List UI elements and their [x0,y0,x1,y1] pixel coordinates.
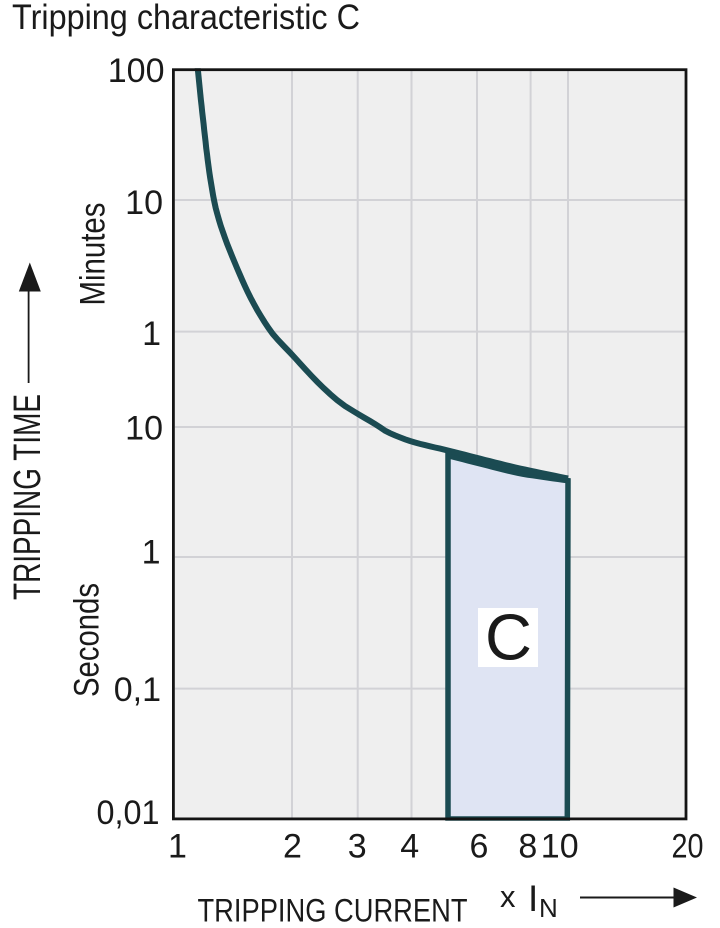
svg-text:4: 4 [400,828,419,866]
svg-text:100: 100 [108,52,165,90]
svg-text:2: 2 [283,828,302,866]
svg-text:x: x [500,879,516,914]
svg-text:1: 1 [142,315,161,353]
svg-text:TRIPPING TIME: TRIPPING TIME [7,394,49,600]
svg-text:10: 10 [125,184,163,222]
svg-text:1: 1 [142,534,161,572]
svg-text:10: 10 [541,828,579,866]
svg-text:TRIPPING CURRENT: TRIPPING CURRENT [198,893,468,928]
svg-text:1: 1 [168,828,187,866]
svg-text:0,01: 0,01 [97,794,160,832]
svg-text:N: N [539,893,558,923]
svg-text:Seconds: Seconds [68,583,107,697]
svg-text:0,1: 0,1 [114,671,161,709]
svg-text:C: C [485,601,532,674]
svg-text:10: 10 [125,409,163,447]
svg-text:6: 6 [470,828,489,866]
svg-text:I: I [528,878,538,919]
svg-text:Tripping characteristic C: Tripping characteristic C [12,0,360,37]
svg-text:Minutes: Minutes [74,203,113,306]
svg-text:20: 20 [672,828,704,866]
svg-text:3: 3 [348,828,367,866]
svg-text:8: 8 [518,828,537,866]
